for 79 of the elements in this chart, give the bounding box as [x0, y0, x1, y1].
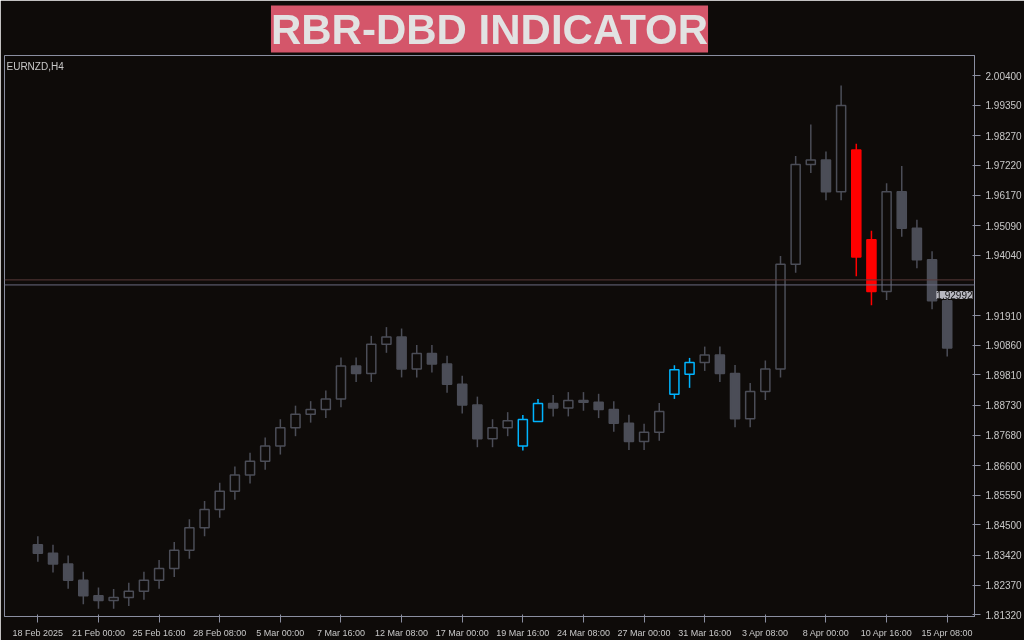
candlestick	[138, 571, 150, 601]
candlestick	[441, 354, 453, 394]
y-tick-label: 1.95090	[985, 220, 1023, 232]
candlestick	[47, 543, 59, 574]
x-tick-label: 10 Apr 16:00	[860, 627, 912, 638]
ref-line-label: 1.92992	[936, 289, 973, 301]
candlestick	[93, 586, 104, 610]
candlestick	[275, 418, 286, 456]
candlestick	[123, 582, 135, 607]
candlestick	[608, 400, 620, 433]
candlestick	[638, 423, 650, 451]
x-tick-label: 3 Apr 08:00	[742, 627, 789, 638]
x-tick-label: 24 Mar 08:00	[556, 627, 610, 638]
candlestick	[532, 398, 544, 423]
y-tick-label: 1.94040	[985, 250, 1023, 262]
candlestick	[487, 418, 498, 448]
x-tick-label: 21 Feb 00:00	[71, 627, 125, 638]
x-tick-label: 17 Mar 00:00	[435, 627, 489, 638]
candlestick	[78, 571, 89, 606]
y-tick-label: 1.98270	[985, 130, 1023, 142]
candlestick	[563, 391, 574, 418]
candlestick	[502, 411, 513, 437]
candlestick	[381, 326, 392, 354]
y-tick-label: 1.96170	[985, 190, 1023, 202]
y-tick-label: 1.83420	[985, 550, 1023, 562]
candlestick	[578, 391, 589, 412]
candlestick	[229, 465, 241, 501]
y-tick-label: 1.86600	[985, 460, 1023, 472]
candlestick	[168, 541, 180, 578]
candlestick	[32, 535, 44, 563]
candlestick	[244, 452, 256, 485]
x-tick-label: 27 Mar 00:00	[617, 627, 671, 638]
candlestick	[426, 344, 438, 374]
candlestick	[684, 357, 695, 389]
candlestick	[305, 400, 316, 424]
x-tick-label: 28 Feb 08:00	[193, 627, 247, 638]
candlestick	[593, 393, 604, 419]
x-tick-label: 7 Mar 16:00	[316, 627, 365, 638]
y-tick-label: 1.85550	[985, 490, 1023, 502]
candlestick	[214, 482, 226, 519]
candlestick	[699, 345, 711, 372]
x-tick-label: 18 Feb 2025	[12, 627, 64, 638]
candlestick	[108, 588, 119, 610]
chart-title: RBR-DBD INDICATOR	[270, 5, 709, 53]
candlestick	[259, 436, 271, 471]
y-tick-label: 2.00400	[985, 70, 1023, 82]
y-tick-label: 1.97220	[985, 160, 1023, 172]
candlestick	[653, 402, 665, 442]
candlestick	[320, 389, 332, 419]
y-tick-label: 1.91910	[985, 310, 1023, 322]
candlestick	[623, 413, 635, 451]
y-tick-label: 1.82370	[985, 580, 1023, 592]
candlestick	[714, 345, 726, 383]
x-tick-label: 12 Mar 08:00	[375, 627, 429, 638]
y-tick-label: 1.87680	[985, 430, 1023, 442]
candlestick	[760, 359, 771, 401]
candlestick	[62, 554, 74, 590]
x-tick-label: 25 Feb 16:00	[132, 627, 186, 638]
x-tick-label: 8 Apr 00:00	[802, 627, 849, 638]
y-tick-label: 1.84500	[985, 519, 1023, 531]
candlestick	[290, 404, 301, 437]
x-tick-label: 15 Apr 08:00	[921, 627, 973, 638]
candlestick	[153, 559, 165, 590]
candlestick	[411, 344, 423, 379]
x-tick-label: 19 Mar 16:00	[496, 627, 550, 638]
y-tick-label: 1.89810	[985, 369, 1023, 381]
candlestick	[199, 500, 210, 537]
candlestick	[805, 123, 817, 174]
y-tick-label: 1.90860	[985, 340, 1023, 352]
x-tick-label: 5 Mar 00:00	[256, 627, 305, 638]
y-tick-label: 1.99350	[985, 100, 1023, 112]
text: EURNZD,H4	[6, 60, 65, 72]
candlestick	[350, 356, 362, 383]
x-tick-label: 31 Mar 16:00	[678, 627, 732, 638]
y-tick-label: 1.81320	[985, 609, 1023, 621]
candlestick	[456, 374, 468, 415]
candlestick	[547, 394, 559, 418]
candlestick	[184, 518, 195, 560]
y-tick-label: 1.88730	[985, 400, 1023, 412]
